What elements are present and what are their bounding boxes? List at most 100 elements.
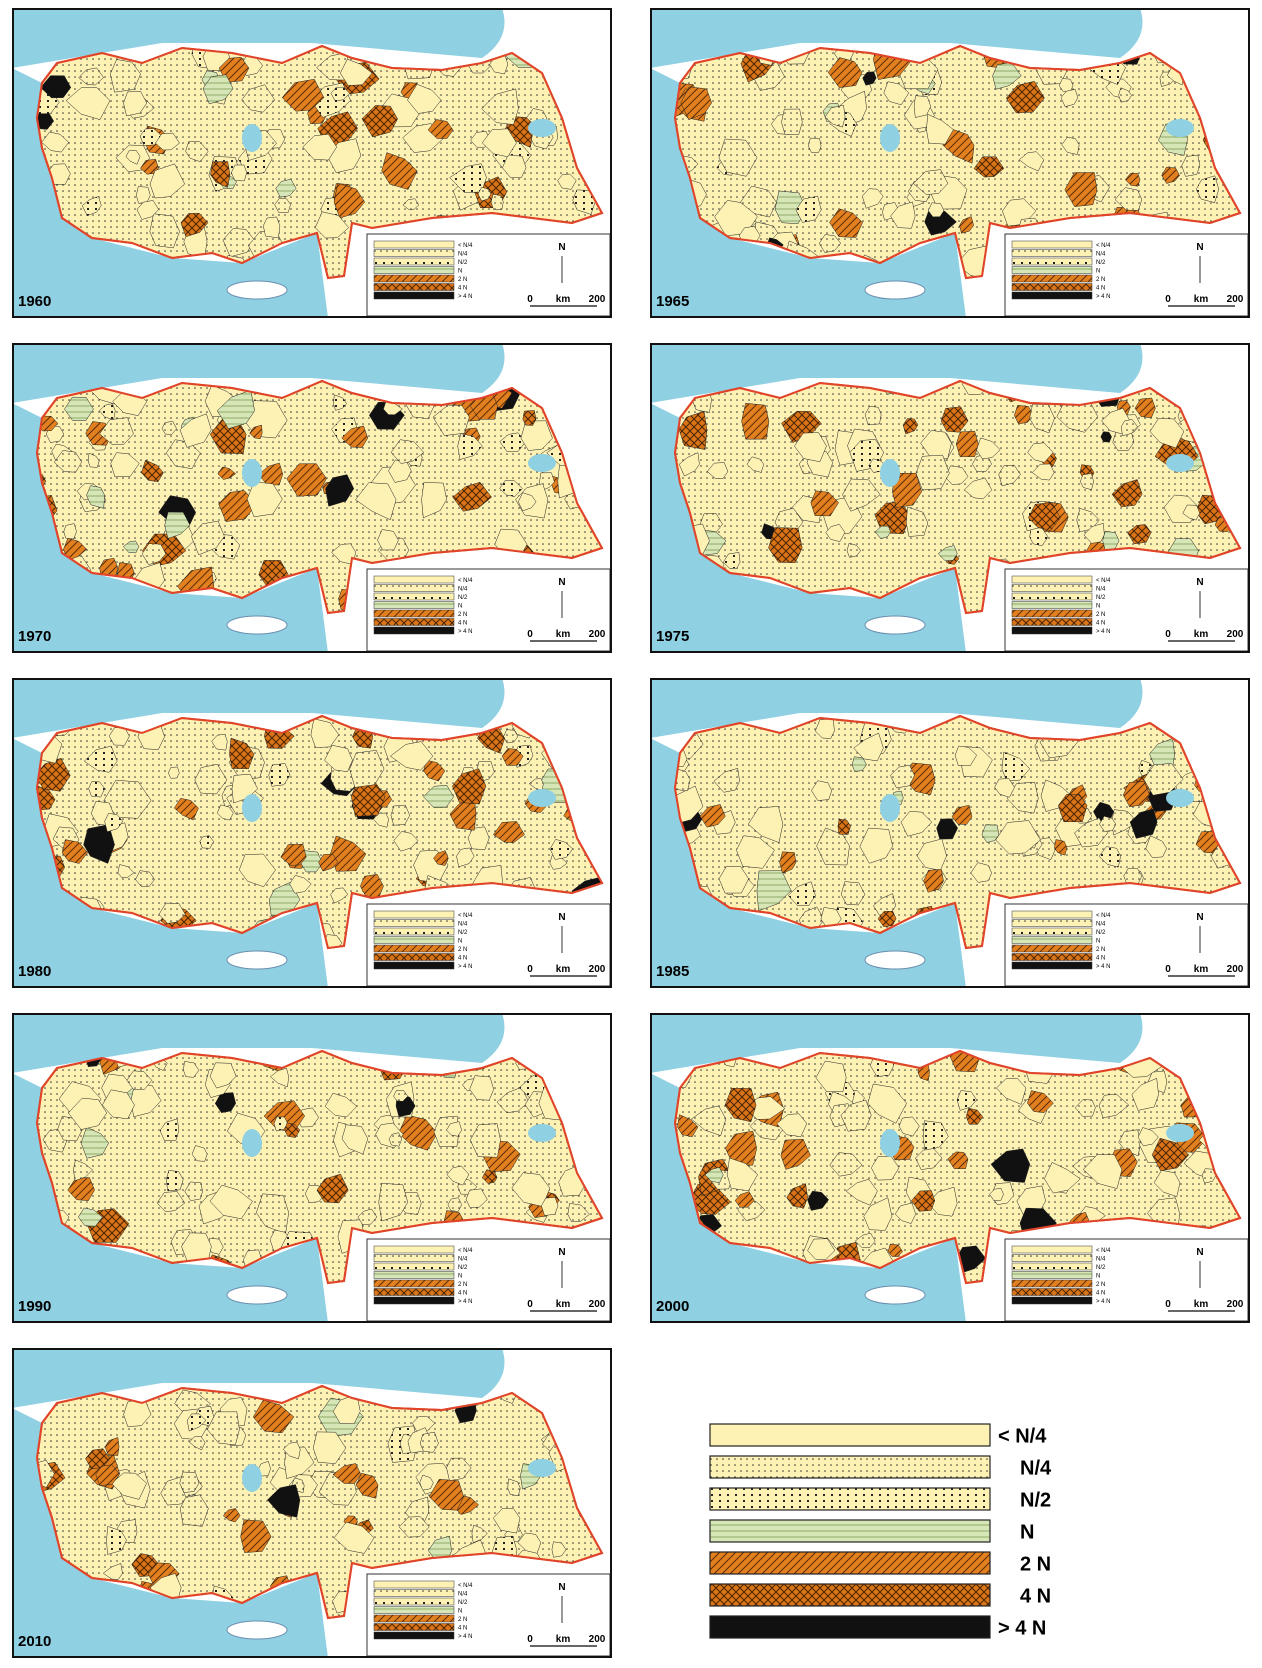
legend-swatch	[374, 1263, 454, 1270]
legend-label: 2 N	[458, 1617, 467, 1623]
legend-label: N	[458, 1609, 462, 1615]
map-panel: < N/4N/4N/2N2 N4 N> 4 NN0km2001990	[12, 1013, 612, 1323]
lake	[528, 1459, 556, 1477]
legend-label: N	[458, 939, 462, 945]
scale-end: 200	[589, 1634, 606, 1645]
legend-swatch	[374, 292, 454, 299]
legend-label: N	[1020, 1521, 1034, 1543]
legend-swatch	[374, 1280, 454, 1287]
year-label: 2010	[18, 1633, 51, 1650]
cyprus	[865, 1286, 925, 1304]
north-label: N	[558, 912, 565, 923]
legend-label: N/2	[1096, 260, 1106, 266]
north-label: N	[558, 577, 565, 588]
legend-label: N/2	[1096, 930, 1106, 936]
legend-swatch	[374, 275, 454, 282]
legend-swatch	[1012, 576, 1092, 583]
map-panel: < N/4N/4N/2N2 N4 N> 4 NN0km2001975	[650, 343, 1250, 653]
legend-label: < N/4	[1096, 578, 1111, 584]
year-label: 2000	[656, 1298, 689, 1315]
year-label: 1990	[18, 1298, 51, 1315]
scale-end: 200	[589, 964, 606, 975]
lake	[528, 454, 556, 472]
legend-label: N	[1096, 1274, 1100, 1280]
scale-start: 0	[527, 294, 533, 305]
lake	[242, 794, 262, 822]
legend-swatch	[374, 1297, 454, 1304]
legend-swatch	[1012, 241, 1092, 248]
legend-label: N/2	[458, 1265, 468, 1271]
legend-label: N/4	[1096, 252, 1106, 258]
map: < N/4N/4N/2N2 N4 N> 4 NN0km2001960	[12, 8, 612, 318]
map-panel: < N/4N/4N/2N2 N4 N> 4 NN0km2001985	[650, 678, 1250, 988]
legend-label: 2 N	[1096, 1282, 1105, 1288]
legend-swatch	[374, 1615, 454, 1622]
district	[742, 403, 769, 439]
legend-label: N/4	[458, 1257, 468, 1263]
legend-swatch	[710, 1584, 990, 1606]
legend-swatch	[1012, 250, 1092, 257]
year-label: 1960	[18, 293, 51, 310]
lake	[528, 119, 556, 137]
legend-label: 4 N	[1096, 286, 1105, 292]
legend-label: N/4	[1096, 922, 1106, 928]
legend-swatch	[1012, 585, 1092, 592]
lake	[880, 794, 900, 822]
legend-label: < N/4	[1096, 913, 1111, 919]
legend-swatch	[374, 576, 454, 583]
legend-swatch	[374, 928, 454, 935]
legend-swatch	[1012, 1246, 1092, 1253]
legend-label: 4 N	[1096, 621, 1105, 627]
legend-label: 2 N	[1096, 277, 1105, 283]
scale-unit: km	[1194, 964, 1209, 975]
legend-swatch	[1012, 928, 1092, 935]
legend-label: N/2	[458, 260, 468, 266]
legend-swatch	[1012, 619, 1092, 626]
scale-start: 0	[527, 1634, 533, 1645]
scale-end: 200	[589, 1299, 606, 1310]
legend-label: N	[458, 1274, 462, 1280]
legend-label: > 4 N	[458, 629, 473, 635]
district	[263, 217, 280, 238]
legend-swatch	[374, 585, 454, 592]
district	[782, 109, 803, 134]
north-label: N	[558, 1582, 565, 1593]
legend-swatch	[374, 1255, 454, 1262]
legend-swatch	[374, 250, 454, 257]
scale-end: 200	[1227, 1299, 1244, 1310]
legend-swatch	[374, 1246, 454, 1253]
legend-label: > 4 N	[458, 1634, 473, 1640]
year-label: 1970	[18, 628, 51, 645]
legend-swatch	[1012, 1289, 1092, 1296]
district	[956, 431, 978, 457]
legend-label: > 4 N	[1096, 629, 1111, 635]
north-label: N	[558, 1247, 565, 1258]
north-label: N	[1196, 912, 1203, 923]
scale-end: 200	[1227, 294, 1244, 305]
lake	[1166, 1124, 1194, 1142]
legend-label: 4 N	[458, 1291, 467, 1297]
scale-start: 0	[527, 1299, 533, 1310]
legend-label: > 4 N	[458, 1299, 473, 1305]
legend-label: 4 N	[458, 286, 467, 292]
legend-label: 2 N	[458, 277, 467, 283]
legend-swatch	[374, 241, 454, 248]
map: < N/4N/4N/2N2 N4 N> 4 NN0km2002000	[650, 1013, 1250, 1323]
district	[523, 410, 536, 425]
legend-swatch	[374, 945, 454, 952]
legend-swatch	[374, 1624, 454, 1631]
district	[808, 138, 821, 152]
legend-label: 2 N	[458, 1282, 467, 1288]
scale-start: 0	[527, 964, 533, 975]
lake	[880, 1129, 900, 1157]
legend-label: N/4	[458, 252, 468, 258]
scale-unit: km	[556, 964, 571, 975]
scale-unit: km	[556, 629, 571, 640]
legend-label: N/4	[458, 922, 468, 928]
map-panel: < N/4N/4N/2N2 N4 N> 4 NN0km2001965	[650, 8, 1250, 318]
legend-swatch	[374, 962, 454, 969]
legend-swatch	[374, 937, 454, 944]
legend-swatch	[1012, 627, 1092, 634]
lake	[528, 789, 556, 807]
